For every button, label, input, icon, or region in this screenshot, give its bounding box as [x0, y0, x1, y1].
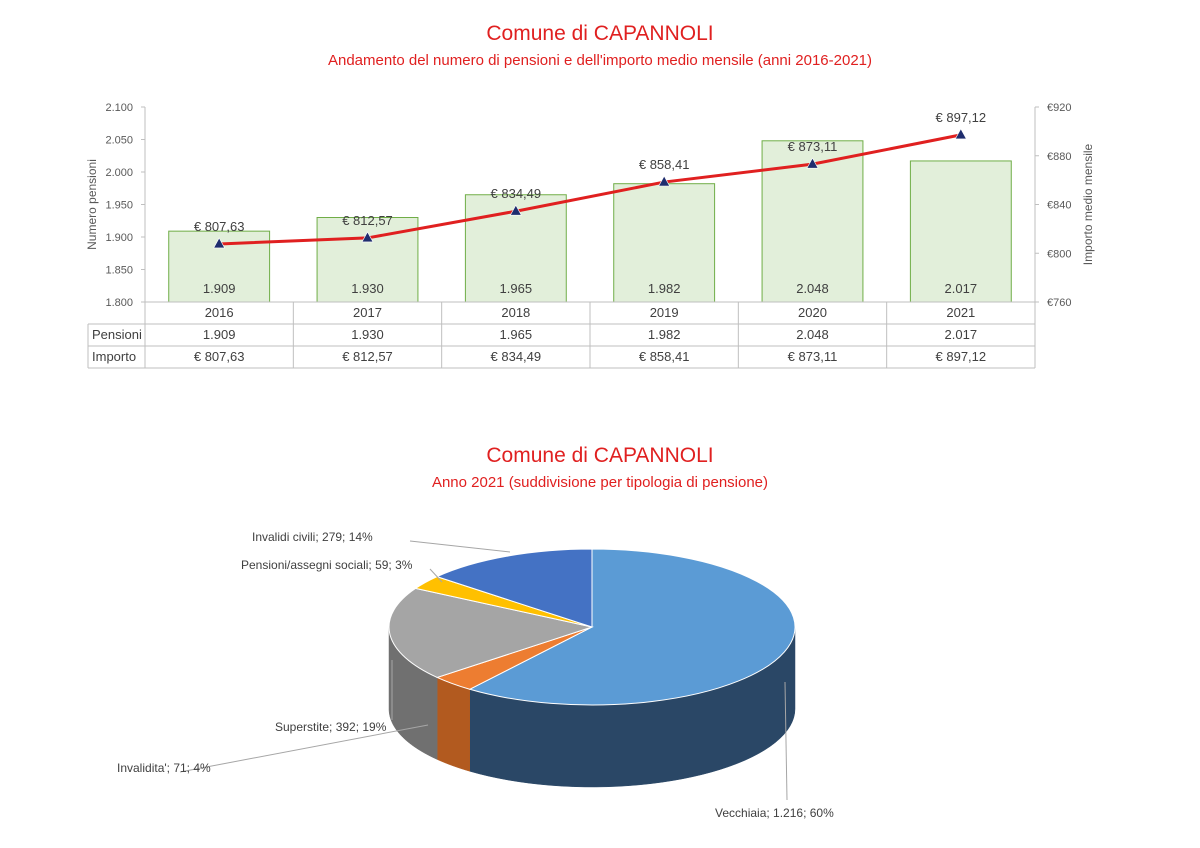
y-left-tick-label: 1.800 — [105, 297, 133, 309]
line-marker — [213, 237, 226, 249]
bar-value-label: 1.909 — [203, 281, 236, 296]
x-category-label: 2021 — [946, 305, 975, 320]
pie-leader-line — [179, 724, 429, 773]
x-category-label: 2019 — [650, 305, 679, 320]
y-left-tick-label: 1.950 — [105, 200, 133, 212]
data-table-cell: 2.048 — [796, 327, 829, 342]
data-table-cell: € 812,57 — [342, 349, 393, 364]
data-table-row-label: Importo — [92, 349, 136, 364]
bar-value-label: 1.930 — [351, 281, 384, 296]
x-category-label: 2018 — [501, 305, 530, 320]
line-marker — [658, 175, 671, 187]
y-left-tick-label: 1.850 — [105, 265, 133, 277]
pie-slice-label: Pensioni/assegni sociali; 59; 3% — [241, 558, 413, 572]
y-right-tick-label: €840 — [1047, 200, 1071, 212]
data-table-cell: € 897,12 — [936, 349, 987, 364]
bar-pensioni — [909, 160, 1012, 303]
line-marker — [361, 231, 374, 243]
bar-value-label: 2.017 — [945, 281, 978, 296]
bar-value-label: 1.982 — [648, 281, 681, 296]
y-right-axis-title: Importo medio mensile — [1081, 143, 1095, 265]
y-left-tick-label: 2.000 — [105, 167, 133, 179]
bar-pensioni — [613, 183, 716, 303]
combo-chart: 2.100 2.050 2.000 1.950 1.900 1.850 1.800 €920 €… — [85, 102, 1095, 369]
data-table-cell: € 873,11 — [788, 349, 838, 364]
x-category-label: 2016 — [205, 305, 234, 320]
data-table-cell: 1.909 — [203, 327, 236, 342]
chart2-title: Comune di CAPANNOLI — [486, 444, 714, 467]
pie-leader-line — [429, 568, 443, 583]
line-value-label: € 834,49 — [491, 186, 542, 201]
pie-slice-label: Superstite; 392; 19% — [275, 720, 387, 734]
line-value-label: € 812,57 — [342, 213, 393, 228]
chart1-subtitle: Andamento del numero di pensioni e dell'… — [327, 52, 873, 69]
y-right-tick-label: €760 — [1047, 297, 1071, 309]
line-value-label: € 807,63 — [194, 219, 245, 234]
line-value-label: € 873,11 — [788, 139, 838, 154]
pie-slice — [435, 548, 593, 628]
line-value-label: € 858,41 — [639, 157, 690, 172]
y-right-tick-label: €920 — [1047, 102, 1071, 114]
data-table-cell: 1.930 — [351, 327, 384, 342]
data-table-cell: 1.965 — [500, 327, 533, 342]
x-category-label: 2017 — [353, 305, 382, 320]
line-marker — [954, 128, 967, 140]
bar-value-label: 2.048 — [796, 281, 829, 296]
pie-slice-side — [436, 677, 470, 772]
line-value-label: € 897,12 — [936, 110, 987, 125]
y-right-tick-label: €800 — [1047, 248, 1071, 260]
data-table-cell: € 807,63 — [194, 349, 245, 364]
y-left-tick-label: 2.050 — [105, 135, 133, 147]
y-left-tick-label: 1.900 — [105, 232, 133, 244]
data-table-row-label: Pensioni — [92, 327, 142, 342]
data-table-cell: 2.017 — [945, 327, 978, 342]
pie-slice-label: Invalidita'; 71; 4% — [117, 761, 211, 775]
chart1-title: Comune di CAPANNOLI — [486, 22, 714, 45]
pie-slice-label: Invalidi civili; 279; 14% — [252, 530, 373, 544]
y-left-tick-label: 2.100 — [105, 102, 133, 114]
pie-slice — [468, 548, 796, 706]
data-table-cell: € 834,49 — [491, 349, 542, 364]
bar-value-label: 1.965 — [500, 281, 533, 296]
pie-leader-line — [784, 681, 788, 801]
x-category-label: 2020 — [798, 305, 827, 320]
data-table-cell: € 858,41 — [639, 349, 690, 364]
line-marker — [806, 157, 819, 169]
data-table-cell: 1.982 — [648, 327, 681, 342]
pie-slice-label: Vecchiaia; 1.216; 60% — [715, 806, 834, 820]
y-right-tick-label: €880 — [1047, 151, 1071, 163]
line-importo — [219, 133, 962, 246]
pie-leader-line — [409, 540, 511, 553]
y-left-axis-title: Numero pensioni — [85, 159, 99, 250]
pie-slice — [388, 587, 594, 678]
line-marker — [509, 204, 522, 216]
chart2-subtitle: Anno 2021 (suddivisione per tipologia di… — [431, 474, 769, 491]
